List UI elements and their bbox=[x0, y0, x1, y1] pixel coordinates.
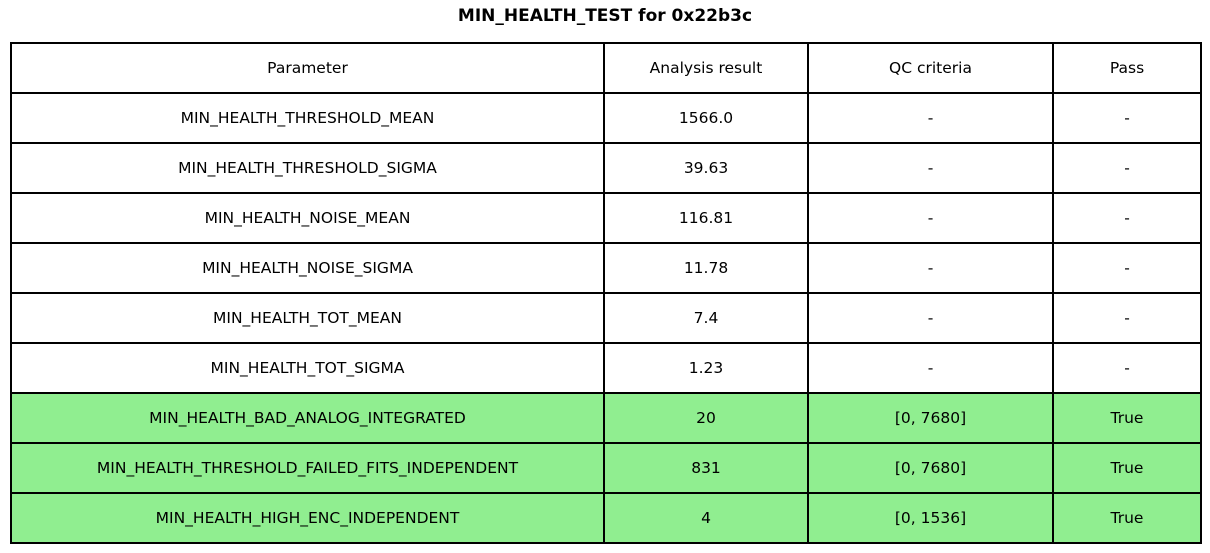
column-header-parameter: Parameter bbox=[10, 42, 605, 94]
table-row: MIN_HEALTH_NOISE_MEAN 116.81 - - bbox=[10, 192, 1202, 244]
cell-pass: - bbox=[1052, 142, 1202, 194]
cell-analysis-result: 1566.0 bbox=[603, 92, 809, 144]
cell-qc-criteria: [0, 7680] bbox=[807, 392, 1054, 444]
cell-parameter: MIN_HEALTH_NOISE_MEAN bbox=[10, 192, 605, 244]
cell-analysis-result: 116.81 bbox=[603, 192, 809, 244]
cell-qc-criteria: [0, 7680] bbox=[807, 442, 1054, 494]
cell-parameter: MIN_HEALTH_TOT_MEAN bbox=[10, 292, 605, 344]
cell-analysis-result: 11.78 bbox=[603, 242, 809, 294]
table-row: MIN_HEALTH_BAD_ANALOG_INTEGRATED 20 [0, … bbox=[10, 392, 1202, 444]
cell-pass: - bbox=[1052, 242, 1202, 294]
cell-pass: - bbox=[1052, 292, 1202, 344]
cell-qc-criteria: - bbox=[807, 292, 1054, 344]
cell-analysis-result: 7.4 bbox=[603, 292, 809, 344]
table-row: MIN_HEALTH_THRESHOLD_MEAN 1566.0 - - bbox=[10, 92, 1202, 144]
title-container: MIN_HEALTH_TEST for 0x22b3c bbox=[10, 6, 1200, 26]
page-title: MIN_HEALTH_TEST for 0x22b3c bbox=[457, 6, 753, 26]
table-row: MIN_HEALTH_NOISE_SIGMA 11.78 - - bbox=[10, 242, 1202, 294]
table-row: MIN_HEALTH_THRESHOLD_FAILED_FITS_INDEPEN… bbox=[10, 442, 1202, 494]
cell-pass: - bbox=[1052, 342, 1202, 394]
column-header-pass: Pass bbox=[1052, 42, 1202, 94]
cell-pass: - bbox=[1052, 192, 1202, 244]
cell-qc-criteria: - bbox=[807, 92, 1054, 144]
cell-pass: True bbox=[1052, 442, 1202, 494]
table-row: MIN_HEALTH_HIGH_ENC_INDEPENDENT 4 [0, 15… bbox=[10, 492, 1202, 544]
cell-qc-criteria: - bbox=[807, 192, 1054, 244]
cell-parameter: MIN_HEALTH_HIGH_ENC_INDEPENDENT bbox=[10, 492, 605, 544]
column-header-analysis-result: Analysis result bbox=[603, 42, 809, 94]
cell-analysis-result: 4 bbox=[603, 492, 809, 544]
header-row: Parameter Analysis result QC criteria Pa… bbox=[10, 42, 1202, 94]
table-row: MIN_HEALTH_THRESHOLD_SIGMA 39.63 - - bbox=[10, 142, 1202, 194]
cell-pass: - bbox=[1052, 92, 1202, 144]
cell-analysis-result: 39.63 bbox=[603, 142, 809, 194]
column-header-qc-criteria: QC criteria bbox=[807, 42, 1054, 94]
cell-analysis-result: 831 bbox=[603, 442, 809, 494]
cell-qc-criteria: - bbox=[807, 342, 1054, 394]
cell-analysis-result: 1.23 bbox=[603, 342, 809, 394]
cell-qc-criteria: - bbox=[807, 142, 1054, 194]
cell-pass: True bbox=[1052, 492, 1202, 544]
cell-pass: True bbox=[1052, 392, 1202, 444]
cell-analysis-result: 20 bbox=[603, 392, 809, 444]
cell-parameter: MIN_HEALTH_BAD_ANALOG_INTEGRATED bbox=[10, 392, 605, 444]
cell-parameter: MIN_HEALTH_THRESHOLD_SIGMA bbox=[10, 142, 605, 194]
cell-parameter: MIN_HEALTH_TOT_SIGMA bbox=[10, 342, 605, 394]
cell-qc-criteria: [0, 1536] bbox=[807, 492, 1054, 544]
table-body: MIN_HEALTH_THRESHOLD_MEAN 1566.0 - - MIN… bbox=[10, 92, 1202, 544]
table-header: Parameter Analysis result QC criteria Pa… bbox=[10, 42, 1202, 94]
cell-qc-criteria: - bbox=[807, 242, 1054, 294]
cell-parameter: MIN_HEALTH_THRESHOLD_FAILED_FITS_INDEPEN… bbox=[10, 442, 605, 494]
qc-results-table: Parameter Analysis result QC criteria Pa… bbox=[10, 42, 1202, 544]
cell-parameter: MIN_HEALTH_NOISE_SIGMA bbox=[10, 242, 605, 294]
cell-parameter: MIN_HEALTH_THRESHOLD_MEAN bbox=[10, 92, 605, 144]
table-row: MIN_HEALTH_TOT_SIGMA 1.23 - - bbox=[10, 342, 1202, 394]
table-row: MIN_HEALTH_TOT_MEAN 7.4 - - bbox=[10, 292, 1202, 344]
